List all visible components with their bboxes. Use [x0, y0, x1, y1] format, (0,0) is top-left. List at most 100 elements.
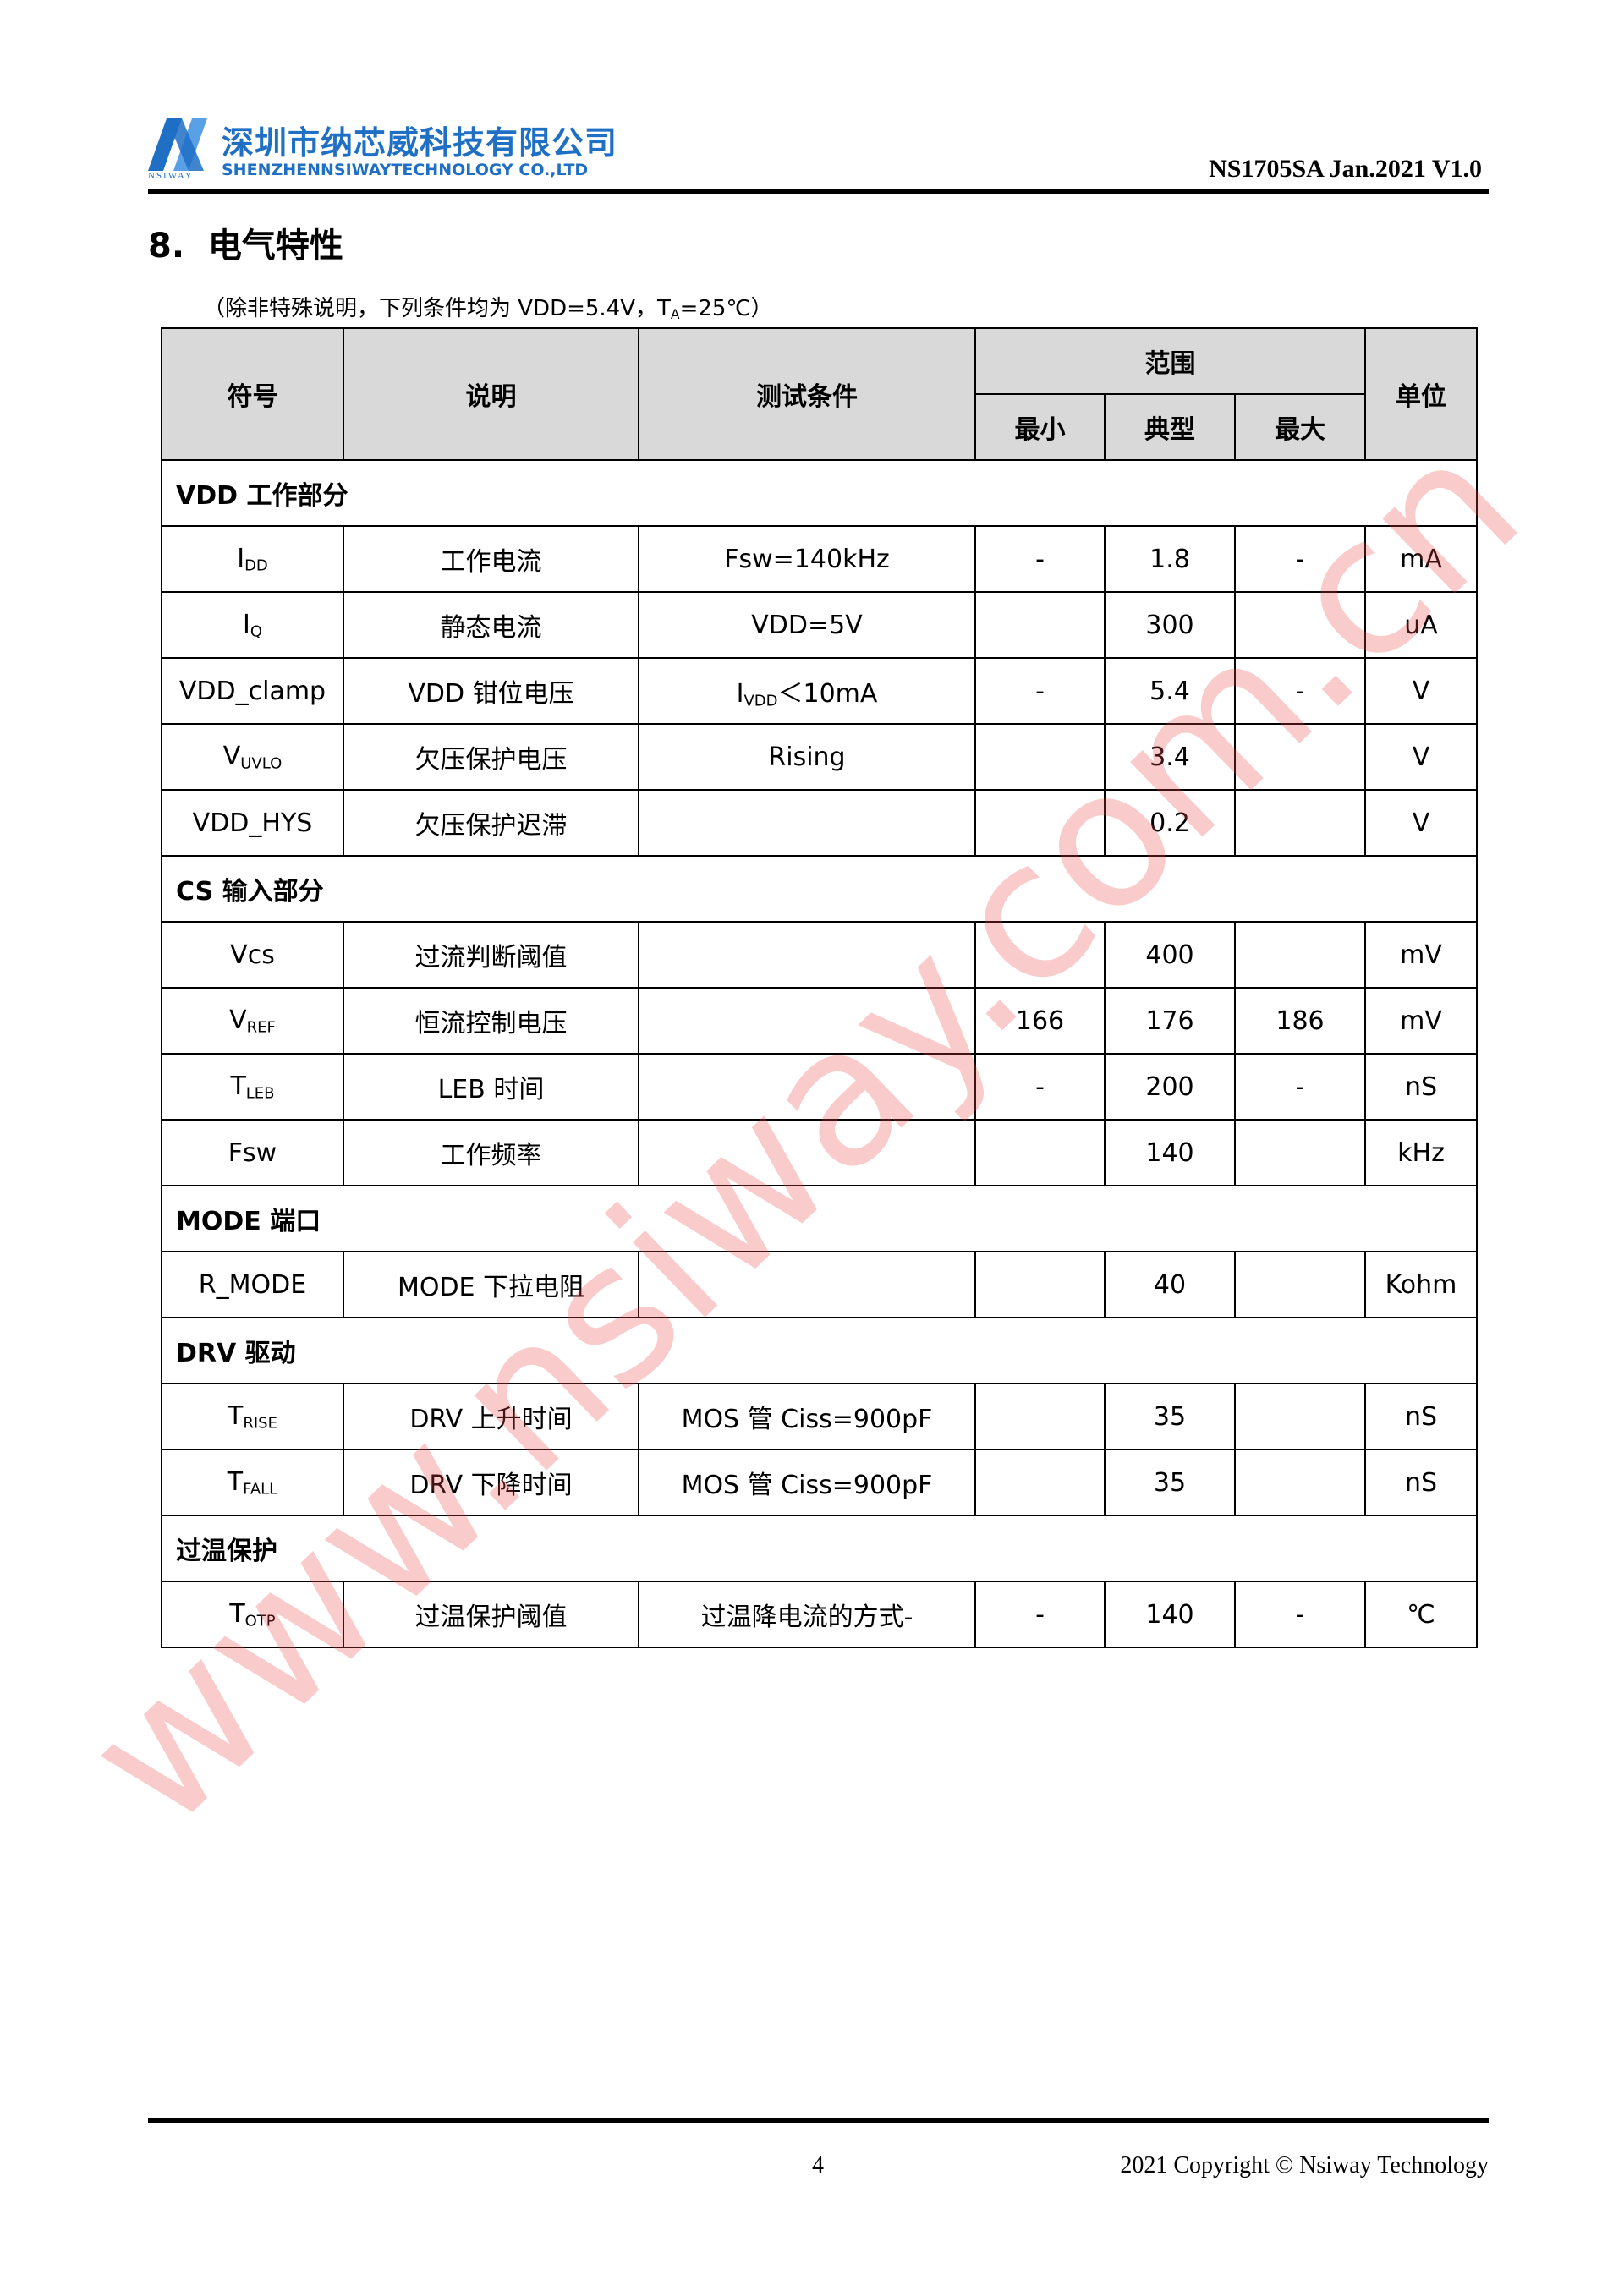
doc-id: NS1705SA Jan.2021 V1.0 — [1209, 155, 1482, 183]
text: =25℃） — [679, 296, 773, 321]
cell: Kohm — [1364, 1251, 1478, 1318]
cell: 过温保护阈值 — [343, 1581, 639, 1648]
group-title: 过温保护 — [161, 1515, 1478, 1582]
text: T — [227, 1466, 244, 1497]
cell — [974, 1119, 1106, 1186]
cell: nS — [1364, 1053, 1478, 1121]
cell: 0.2 — [1104, 789, 1236, 857]
cell: Fsw — [161, 1119, 344, 1186]
cell: IQ — [161, 591, 344, 659]
cell: DRV 下降时间 — [343, 1449, 639, 1516]
company-cn: 深圳市纳芯威科技有限公司 — [222, 124, 618, 162]
cell: - — [1234, 657, 1366, 725]
cell: 3.4 — [1104, 723, 1236, 791]
group-title: MODE 端口 — [161, 1185, 1478, 1252]
cell: TFALL — [161, 1449, 344, 1516]
cell — [638, 1251, 976, 1318]
cell: VDD=5V — [638, 591, 976, 659]
cell: 过流判断阈值 — [343, 921, 639, 989]
text: ＜10mA — [777, 678, 878, 709]
cell: DRV 上升时间 — [343, 1383, 639, 1450]
section-note: （除非特殊说明，下列条件均为 VDD=5.4V，TA=25℃） — [203, 291, 773, 322]
cell: LEB 时间 — [343, 1053, 639, 1121]
group-row: VDD 工作部分 — [161, 459, 1478, 527]
logo-text: NSIWAY — [148, 171, 194, 181]
cell: nS — [1364, 1449, 1478, 1516]
header-cell: 说明 — [343, 327, 639, 461]
cell: 35 — [1104, 1383, 1236, 1450]
cell: kHz — [1364, 1119, 1478, 1186]
cell: 186 — [1234, 987, 1366, 1055]
cell: MOS 管 Ciss=900pF — [638, 1383, 976, 1450]
cell — [1234, 1449, 1366, 1516]
subscript: LEB — [245, 1084, 275, 1103]
text: I — [736, 678, 744, 709]
cell: MODE 下拉电阻 — [343, 1251, 639, 1318]
cell: VDD 钳位电压 — [343, 657, 639, 725]
header-rule — [148, 189, 1489, 194]
cell: mV — [1364, 987, 1478, 1055]
cell — [1234, 723, 1366, 791]
cell: TOTP — [161, 1581, 344, 1648]
cell: 40 — [1104, 1251, 1236, 1318]
data-row: VDD_HYS 欠压保护迟滞 0.2 V — [161, 789, 1478, 857]
cell — [974, 1383, 1106, 1450]
cell — [638, 987, 976, 1055]
cell — [638, 921, 976, 989]
cell — [638, 1119, 976, 1186]
cell: VREF — [161, 987, 344, 1055]
cell: - — [974, 657, 1106, 725]
header-cell: 最小 — [974, 393, 1106, 461]
spec-table: 符号 说明 测试条件 范围 单位 最小 典型 最大 VDD 工作部分 IDD 工作电… — [161, 327, 1478, 1648]
cell: 176 — [1104, 987, 1236, 1055]
cell: uA — [1364, 591, 1478, 659]
cell: mV — [1364, 921, 1478, 989]
header-cell: 范围 — [974, 327, 1366, 395]
cell: 300 — [1104, 591, 1236, 659]
group-title: VDD 工作部分 — [161, 459, 1478, 527]
logo-mark — [148, 118, 207, 171]
cell: 400 — [1104, 921, 1236, 989]
cell: Rising — [638, 723, 976, 791]
cell: 35 — [1104, 1449, 1236, 1516]
cell — [1234, 1119, 1366, 1186]
subscript: REF — [246, 1018, 276, 1037]
cell: Fsw=140kHz — [638, 525, 976, 593]
cell — [974, 723, 1106, 791]
data-row: TFALL DRV 下降时间 MOS 管 Ciss=900pF 35 nS — [161, 1449, 1478, 1516]
text: V — [229, 1005, 247, 1035]
header-cell: 测试条件 — [638, 327, 976, 461]
cell: Vcs — [161, 921, 344, 989]
cell: TRISE — [161, 1383, 344, 1450]
subscript: VDD — [743, 692, 778, 710]
data-row: VUVLO 欠压保护电压 Rising 3.4 V — [161, 723, 1478, 791]
cell: VDD_HYS — [161, 789, 344, 857]
cell: - — [1234, 1581, 1366, 1648]
text: T — [228, 1400, 244, 1431]
cell: V — [1364, 657, 1478, 725]
cell: 140 — [1104, 1581, 1236, 1648]
text: T — [230, 1071, 246, 1101]
header-cell: 典型 — [1104, 393, 1236, 461]
header-cell: 符号 — [161, 327, 344, 461]
cell: 工作电流 — [343, 525, 639, 593]
cell: 静态电流 — [343, 591, 639, 659]
subscript: Q — [250, 622, 263, 641]
data-row: VDD_clamp VDD 钳位电压 IVDD＜10mA -5.4- V — [161, 657, 1478, 725]
data-row: TRISE DRV 上升时间 MOS 管 Ciss=900pF 35 nS — [161, 1383, 1478, 1450]
cell: 5.4 — [1104, 657, 1236, 725]
cell: 欠压保护电压 — [343, 723, 639, 791]
cell — [1234, 789, 1366, 857]
data-row: TLEB LEB 时间 -200- nS — [161, 1053, 1478, 1121]
cell: 200 — [1104, 1053, 1236, 1121]
group-row: MODE 端口 — [161, 1185, 1478, 1252]
cell: 恒流控制电压 — [343, 987, 639, 1055]
group-row: 过温保护 — [161, 1515, 1478, 1582]
cell: R_MODE — [161, 1251, 344, 1318]
group-title: DRV 驱动 — [161, 1317, 1478, 1384]
copyright: 2021 Copyright © Nsiway Technology — [1120, 2152, 1489, 2178]
cell: VUVLO — [161, 723, 344, 791]
cell: VDD_clamp — [161, 657, 344, 725]
text: （除非特殊说明，下列条件均为 VDD=5.4V，T — [203, 296, 671, 321]
